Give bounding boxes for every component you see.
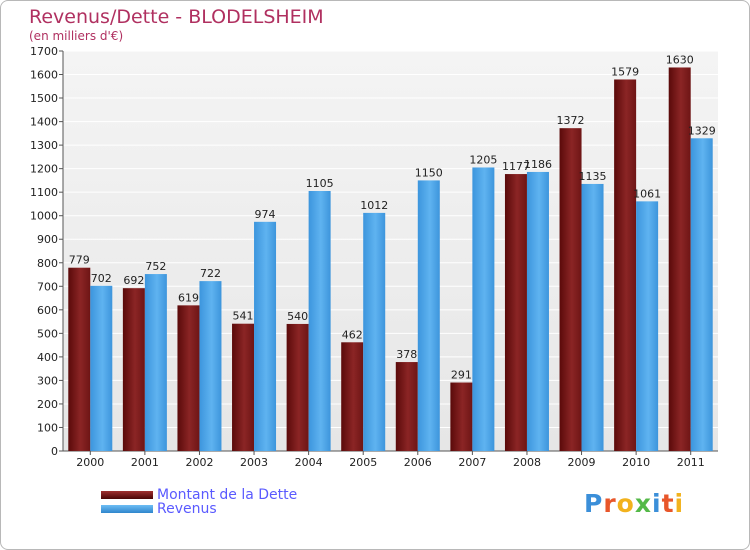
bar-revenus <box>581 183 604 452</box>
chart-title: Revenus/Dette - BLODELSHEIM <box>29 6 324 28</box>
bar-revenus <box>472 167 495 451</box>
data-label-revenus: 974 <box>255 208 276 221</box>
y-tick-label: 1000 <box>30 210 58 223</box>
bar-revenus <box>417 180 440 452</box>
y-tick-label: 0 <box>51 445 58 458</box>
x-tick-label: 2009 <box>568 456 596 469</box>
data-label-dette: 378 <box>396 348 417 361</box>
bar-dette <box>177 305 200 451</box>
y-tick-label: 1200 <box>30 163 58 176</box>
data-label-dette: 462 <box>342 328 363 341</box>
data-label-dette: 541 <box>233 310 254 323</box>
bar-revenus <box>254 221 277 451</box>
bar-dette <box>286 323 309 451</box>
y-tick-label: 400 <box>37 351 58 364</box>
data-label-revenus: 1061 <box>633 187 661 200</box>
legend-swatch-revenus <box>101 505 153 513</box>
x-tick-label: 2006 <box>404 456 432 469</box>
x-tick-label: 2010 <box>622 456 650 469</box>
y-tick-label: 700 <box>37 280 58 293</box>
y-tick-label: 1600 <box>30 69 58 82</box>
data-label-revenus: 702 <box>91 272 112 285</box>
bar-dette <box>504 174 527 451</box>
data-label-revenus: 1135 <box>579 170 607 183</box>
x-tick-label: 2007 <box>458 456 486 469</box>
bar-dette <box>450 382 473 451</box>
data-label-dette: 1630 <box>666 53 694 66</box>
plot-area <box>63 51 718 451</box>
x-tick-label: 2005 <box>349 456 377 469</box>
y-tick-label: 600 <box>37 304 58 317</box>
bar-dette <box>668 67 691 452</box>
bar-revenus <box>308 191 331 451</box>
data-label-dette: 1177 <box>502 160 530 173</box>
bar-dette <box>559 128 582 452</box>
x-tick-label: 2002 <box>185 456 213 469</box>
data-label-dette: 1372 <box>557 114 585 127</box>
legend-label-revenus: Revenus <box>157 501 217 517</box>
data-label-revenus: 752 <box>145 260 166 273</box>
y-tick-label: 1500 <box>30 92 58 105</box>
data-label-dette: 619 <box>178 291 199 304</box>
y-tick-label: 1400 <box>30 116 58 129</box>
bar-dette <box>232 323 255 451</box>
bar-revenus <box>144 274 167 451</box>
bar-revenus <box>690 138 713 451</box>
bar-dette <box>122 288 145 451</box>
x-tick-label: 2008 <box>513 456 541 469</box>
data-label-dette: 779 <box>69 254 90 267</box>
bar-dette <box>395 362 418 451</box>
x-tick-label: 2004 <box>295 456 323 469</box>
x-tick-label: 2003 <box>240 456 268 469</box>
legend-item-dette: Montant de la Dette <box>101 487 297 503</box>
x-tick-label: 2011 <box>677 456 705 469</box>
data-label-revenus: 1150 <box>415 166 443 179</box>
x-tick-label: 2001 <box>131 456 159 469</box>
bar-dette <box>341 342 364 451</box>
y-tick-label: 100 <box>37 421 58 434</box>
y-tick-label: 200 <box>37 398 58 411</box>
y-tick-label: 1700 <box>30 45 58 58</box>
bar-dette <box>614 79 637 452</box>
data-label-dette: 291 <box>451 369 472 382</box>
legend-item-revenus: Revenus <box>101 501 217 517</box>
bar-dette <box>68 267 91 451</box>
y-tick-label: 500 <box>37 327 58 340</box>
legend-label-dette: Montant de la Dette <box>157 487 298 503</box>
y-tick-label: 300 <box>37 374 58 387</box>
data-label-revenus: 1105 <box>306 177 334 190</box>
data-label-revenus: 1186 <box>524 158 552 171</box>
chart-subtitle: (en milliers d'€) <box>29 29 124 43</box>
y-tick-label: 1100 <box>30 186 58 199</box>
bar-revenus <box>363 212 386 451</box>
x-tick-label: 2000 <box>76 456 104 469</box>
data-label-dette: 692 <box>123 274 144 287</box>
y-tick-label: 900 <box>37 233 58 246</box>
data-label-revenus: 1012 <box>360 199 388 212</box>
data-label-revenus: 722 <box>200 267 221 280</box>
proxiti-logo: Proxiti <box>584 489 685 518</box>
legend-swatch-dette <box>101 491 153 499</box>
y-tick-label: 1300 <box>30 139 58 152</box>
y-tick-label: 800 <box>37 257 58 270</box>
data-label-dette: 540 <box>287 310 308 323</box>
data-label-revenus: 1205 <box>469 153 497 166</box>
bar-revenus <box>636 201 659 451</box>
bar-revenus <box>526 171 549 452</box>
data-label-revenus: 1329 <box>688 124 716 137</box>
data-label-dette: 1579 <box>611 65 639 78</box>
bar-revenus <box>90 285 113 451</box>
bar-revenus <box>199 281 222 451</box>
